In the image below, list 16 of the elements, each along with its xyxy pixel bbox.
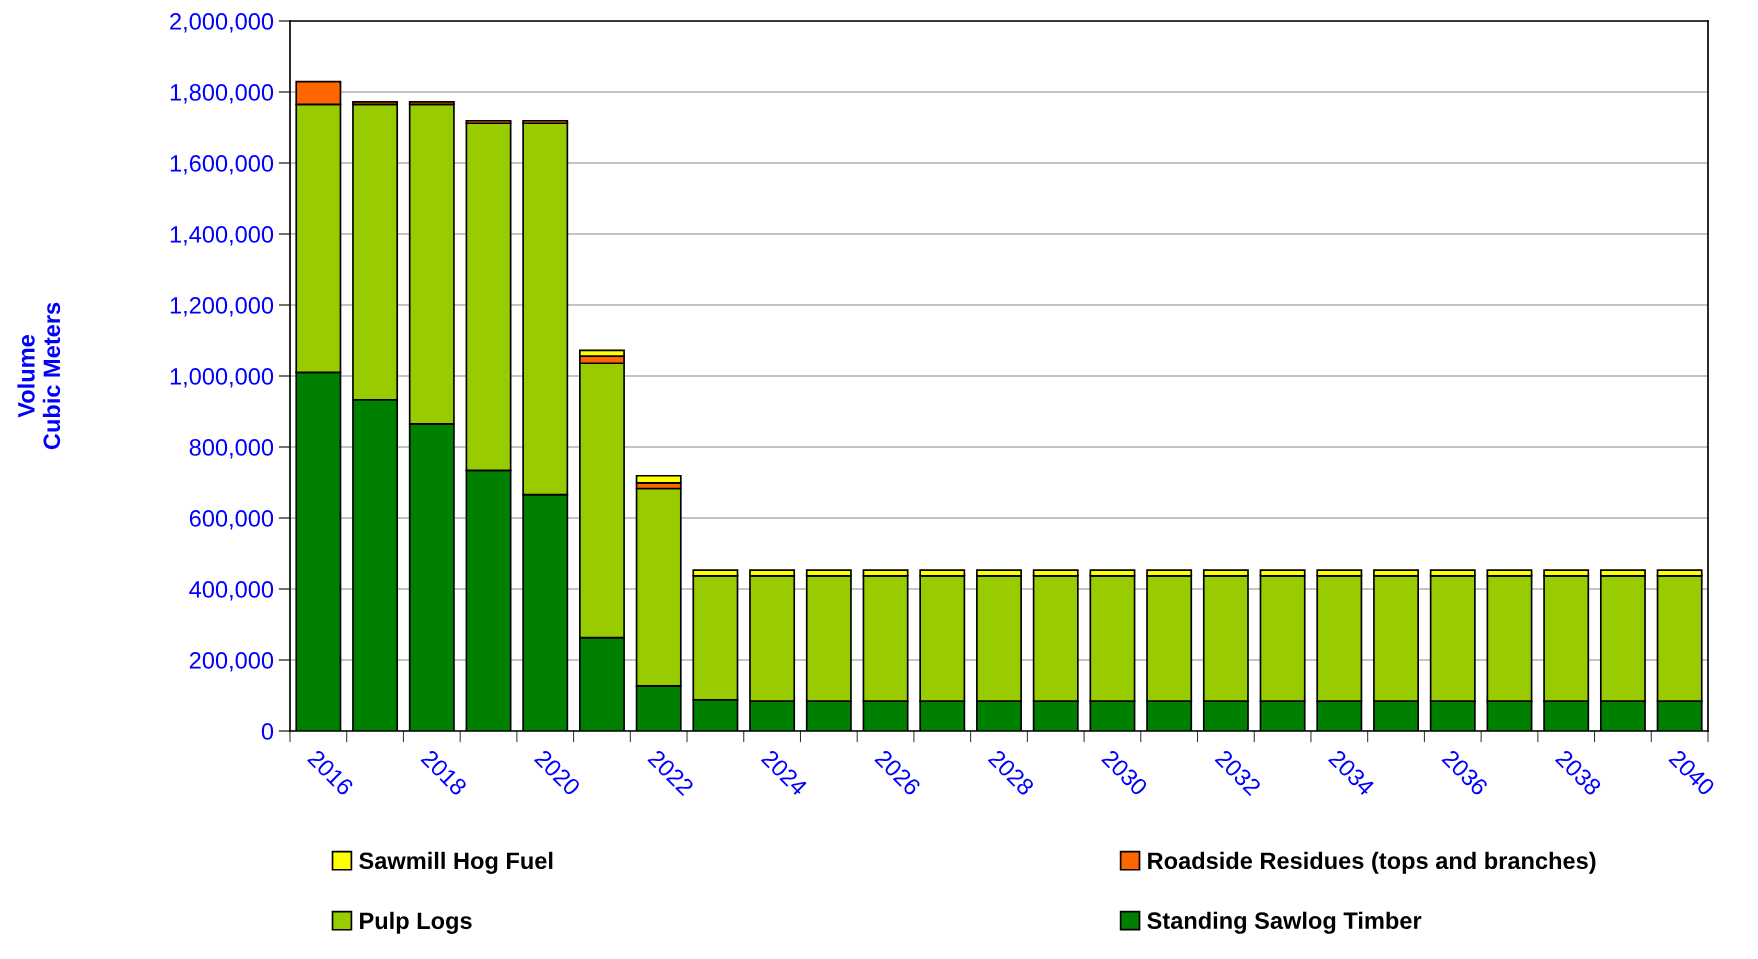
y-tick-label: 800,000 <box>189 439 274 459</box>
legend-label: Standing Sawlog Timber <box>1147 911 1422 934</box>
legend-label: Pulp Logs <box>360 911 472 934</box>
y-tick-label: 1,200,000 <box>170 297 274 317</box>
y-tick-label: 1,000,000 <box>170 368 274 388</box>
y-tick-label: 200,000 <box>189 652 274 672</box>
y-tick-label: 1,800,000 <box>170 84 274 104</box>
y-tick-label: 0 <box>261 723 274 740</box>
y-tick-label: 2,000,000 <box>170 13 274 33</box>
legend-label: Sawmill Hog Fuel <box>359 851 553 874</box>
y-tick-label: 400,000 <box>189 581 274 601</box>
legend-label: Roadside Residues (tops and branches) <box>1148 851 1596 874</box>
y-tick-label: 1,400,000 <box>170 226 274 246</box>
y-tick-label: 600,000 <box>189 510 274 530</box>
y-tick-label: 1,600,000 <box>170 155 274 175</box>
y-axis-title: Volume Cubic Meters <box>17 302 61 450</box>
